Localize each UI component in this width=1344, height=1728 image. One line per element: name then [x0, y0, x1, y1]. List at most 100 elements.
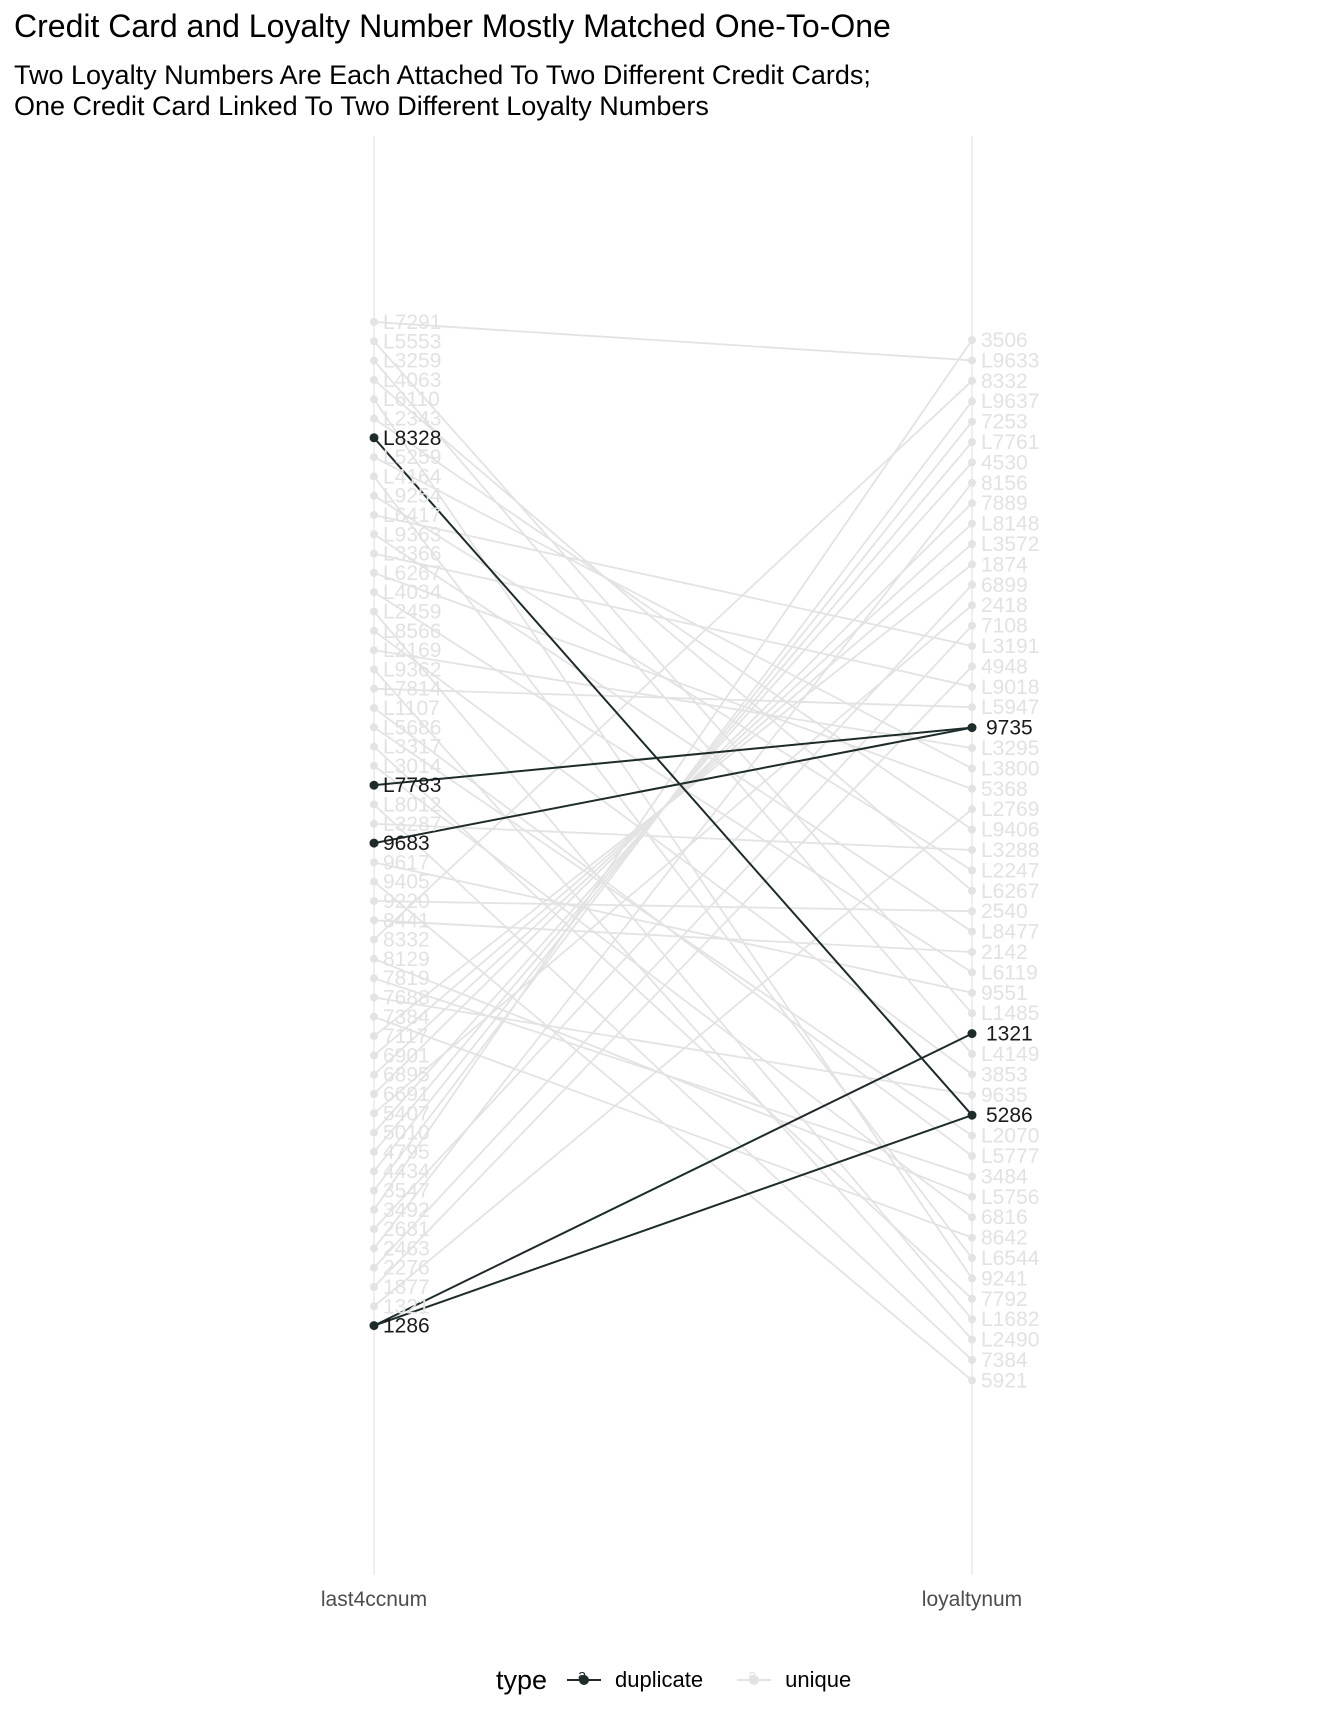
left-point: [370, 819, 378, 828]
right-point-label: L5756: [981, 1186, 1039, 1209]
right-point: [968, 1335, 976, 1344]
left-point: [370, 742, 378, 751]
right-point-label: L2769: [981, 798, 1039, 821]
left-point: [370, 1302, 378, 1311]
right-duplicate-point: [967, 1110, 977, 1120]
left-point-label: L6267: [383, 562, 441, 585]
left-duplicate-label: L8328: [383, 427, 441, 450]
left-point-label: 9405: [383, 871, 430, 894]
left-point-label: L2343: [383, 408, 441, 431]
left-point: [370, 1225, 378, 1234]
left-point: [370, 954, 378, 963]
unique-link: [373, 494, 973, 872]
right-point-label: 3853: [981, 1063, 1028, 1086]
unique-link: [373, 919, 973, 953]
left-point: [370, 1051, 378, 1060]
subtitle-line-1: Two Loyalty Numbers Are Each Attached To…: [14, 60, 871, 90]
left-point: [370, 607, 378, 616]
legend-key-duplicate: a: [563, 1665, 605, 1695]
left-point: [370, 1244, 378, 1253]
left-point: [370, 530, 378, 539]
unique-link: [373, 803, 973, 1361]
right-point: [968, 1254, 976, 1262]
right-point: [968, 560, 976, 569]
subtitle-line-2: One Credit Card Linked To Two Different …: [14, 91, 709, 121]
right-point: [968, 458, 976, 467]
left-point-label: L3317: [383, 736, 441, 759]
left-point: [370, 491, 378, 500]
x-tick-last4ccnum: last4ccnum: [321, 1588, 427, 1611]
right-point-label: L2247: [981, 859, 1039, 882]
left-point: [370, 472, 378, 481]
left-duplicate-point: [369, 433, 379, 443]
unique-link: [373, 604, 973, 1114]
right-point-label: 1874: [981, 553, 1028, 576]
unique-link: [373, 482, 973, 1249]
right-point: [968, 1070, 976, 1079]
left-point: [370, 1186, 378, 1195]
left-point-label: 2276: [383, 1257, 430, 1280]
left-point-label: 7384: [383, 1006, 430, 1029]
left-point: [370, 858, 378, 867]
unique-link: [373, 514, 973, 647]
right-point-label: 7253: [981, 411, 1028, 434]
right-point: [968, 846, 976, 854]
right-point: [968, 336, 976, 344]
right-point-label: 3484: [981, 1165, 1028, 1188]
left-point-label: L4034: [383, 581, 442, 604]
right-point-label: 7792: [981, 1288, 1028, 1311]
left-point-label: L5553: [383, 330, 441, 353]
unique-series: [373, 321, 973, 1382]
right-point: [968, 744, 976, 752]
left-point-label: L3366: [383, 543, 441, 566]
left-point: [370, 646, 378, 655]
right-point: [968, 703, 976, 712]
right-point-label: L3288: [981, 839, 1039, 862]
right-point-label: 3506: [981, 329, 1028, 352]
right-point: [968, 682, 976, 691]
left-point: [370, 1205, 378, 1214]
right-point: [968, 764, 976, 773]
right-point: [968, 540, 976, 548]
right-point: [968, 907, 976, 916]
left-point-label: 9617: [383, 851, 430, 874]
right-point: [968, 642, 976, 650]
right-point: [968, 417, 976, 426]
right-point: [968, 397, 976, 406]
left-point-label: 7117: [383, 1025, 428, 1048]
unique-link: [373, 380, 973, 941]
left-point: [370, 704, 378, 712]
left-point-label: L9254: [383, 485, 442, 508]
right-point-label: L9018: [981, 676, 1039, 699]
legend-key-unique-glyph: a: [748, 1667, 757, 1684]
right-point-label: L1485: [981, 1002, 1039, 1025]
unique-link: [373, 630, 973, 1076]
left-point: [370, 549, 378, 558]
right-point-label: L5947: [981, 696, 1039, 719]
legend-key-duplicate-dot: [579, 1675, 590, 1685]
legend-key-unique: a: [733, 1665, 775, 1695]
left-point: [370, 588, 378, 597]
right-point-label: 6899: [981, 574, 1028, 597]
right-point: [968, 1090, 976, 1099]
left-point-label: L6110: [383, 388, 440, 411]
left-point: [370, 1070, 378, 1079]
left-point: [370, 511, 378, 519]
right-point: [968, 825, 976, 834]
left-point: [370, 318, 378, 326]
unique-link: [373, 339, 973, 1211]
duplicate-link: [373, 1114, 973, 1327]
right-point: [968, 968, 976, 977]
left-point-label: 4434: [383, 1160, 430, 1183]
unique-link: [373, 552, 973, 688]
left-point-label: L9362: [383, 658, 441, 681]
left-point-label: L1107: [383, 697, 440, 720]
right-point-label: 7384: [981, 1349, 1028, 1372]
right-point: [968, 1213, 976, 1222]
legend: type a duplicate a unique: [496, 1660, 881, 1700]
right-point: [968, 499, 976, 508]
x-tick-loyaltynum: loyaltynum: [922, 1588, 1022, 1611]
right-point: [968, 1294, 976, 1303]
right-point-label: L1682: [981, 1308, 1039, 1331]
